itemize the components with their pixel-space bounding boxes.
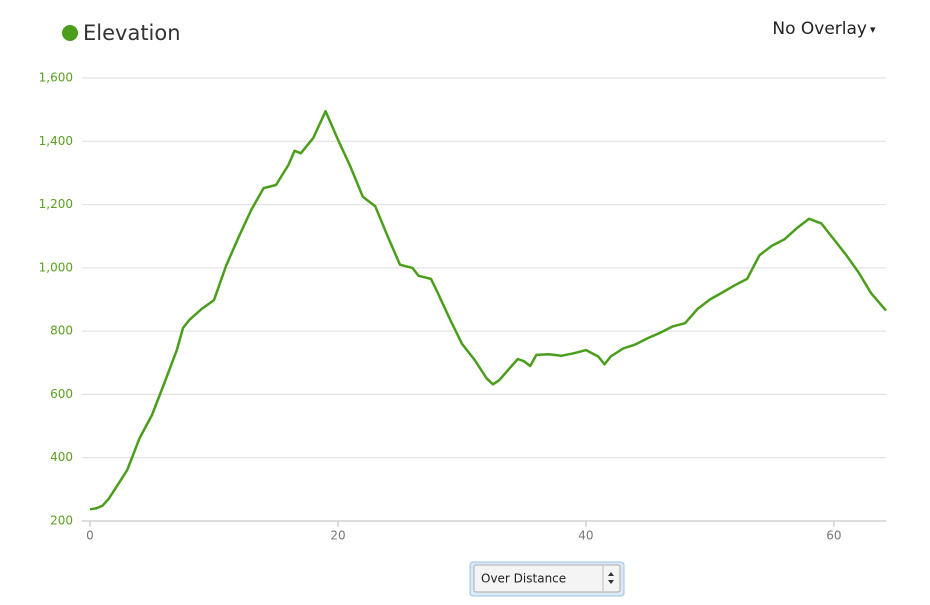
legend-marker <box>62 25 78 41</box>
y-tick-label: 1,600 <box>39 71 73 85</box>
overlay-label[interactable]: No Overlay <box>772 19 867 39</box>
y-tick-label: 1,000 <box>39 260 73 274</box>
x-tick-label: 60 <box>826 529 841 543</box>
overlay-menu[interactable]: No Overlay ▾ <box>772 19 876 39</box>
line <box>89 109 887 511</box>
x-tick-label: 40 <box>578 529 593 543</box>
y-tick-label: 1,200 <box>39 197 73 211</box>
x-tick-label: 0 <box>86 529 94 543</box>
y-tick-label: 800 <box>50 324 73 338</box>
select-box[interactable] <box>473 564 621 593</box>
y-tick-label: 200 <box>50 514 73 528</box>
y-tick-label: 1,400 <box>39 134 73 148</box>
x-tick-label: 20 <box>330 529 345 543</box>
select-arrows <box>608 572 614 584</box>
select-label[interactable]: Over Distance <box>481 572 566 586</box>
x-mode-select[interactable]: Over Distance <box>469 561 625 597</box>
y-tick-label: 400 <box>50 450 73 464</box>
y-tick-label: 600 <box>50 387 73 401</box>
overlay-arrow[interactable]: ▾ <box>870 23 876 36</box>
legend-label: Elevation <box>83 21 181 45</box>
